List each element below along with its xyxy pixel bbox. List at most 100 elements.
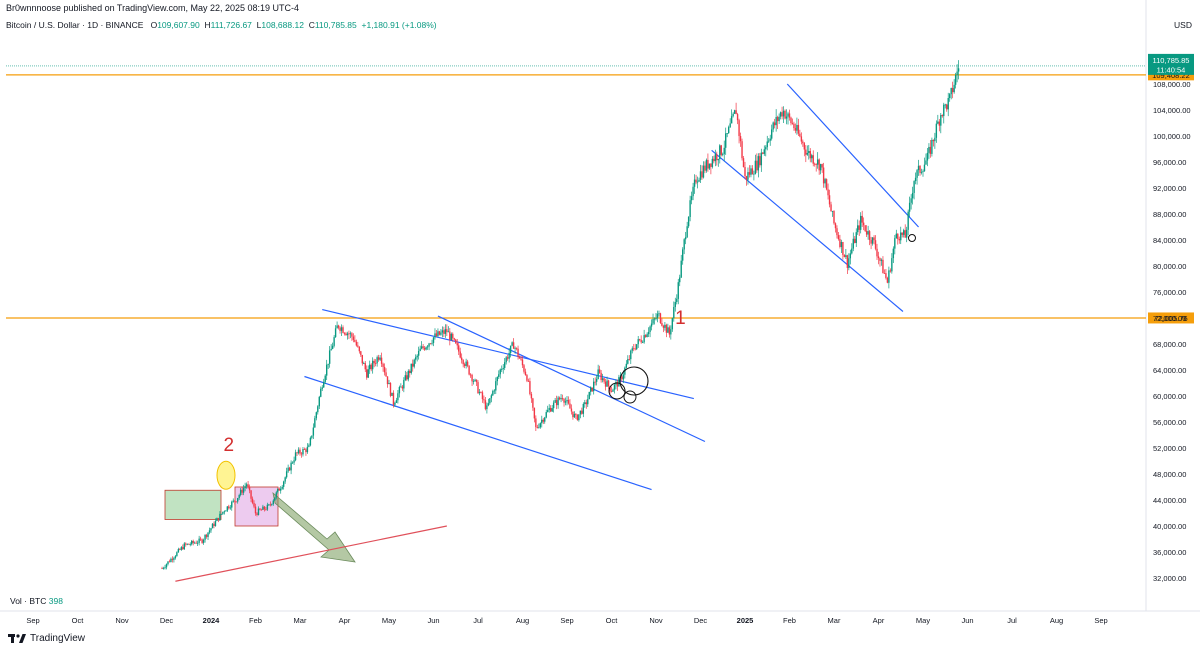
candle-body: [634, 348, 636, 350]
y-tick-label: 60,000.00: [1153, 392, 1186, 401]
candle-body: [208, 530, 211, 533]
candle-body: [450, 333, 452, 341]
candle-body: [631, 348, 633, 351]
ohlc-low: L108,688.12: [256, 20, 304, 30]
candle-body: [871, 237, 874, 244]
candle-body: [508, 352, 510, 359]
candle-body: [756, 160, 758, 171]
candle-body: [673, 306, 675, 319]
candle-body: [802, 141, 804, 144]
candle-body: [693, 179, 696, 187]
candle-body: [382, 363, 384, 367]
candle-body: [674, 301, 676, 307]
candle-body: [711, 158, 714, 167]
candle-body: [708, 163, 711, 169]
candle-body: [415, 357, 417, 360]
candle-body: [582, 403, 585, 414]
candle-body: [161, 568, 163, 570]
candle-body: [741, 141, 743, 159]
candle-body: [882, 259, 884, 274]
candle-body: [563, 399, 565, 403]
candle-body: [726, 133, 728, 135]
candle-body: [720, 145, 722, 155]
x-tick-label: Jul: [1007, 616, 1017, 625]
candle-body: [895, 233, 897, 239]
candle-body: [548, 407, 550, 410]
candle-body: [287, 467, 289, 472]
candle-body: [781, 112, 783, 117]
candle-body: [892, 248, 895, 259]
candle-body: [920, 171, 923, 173]
volume-value: 398: [48, 596, 63, 606]
candle-body: [713, 158, 715, 162]
candle-body: [256, 513, 258, 515]
candle-body: [484, 400, 487, 410]
candle-body: [512, 342, 515, 349]
candlestick-series: [161, 60, 960, 570]
candle-body: [879, 258, 881, 261]
candle-body: [947, 98, 949, 110]
candle-body: [855, 232, 857, 243]
candle-body: [793, 123, 795, 129]
candle-body: [299, 449, 301, 454]
x-tick-label: Oct: [72, 616, 85, 625]
candle-body: [401, 386, 404, 389]
candle-body: [934, 137, 936, 142]
candle-body: [901, 232, 903, 235]
candle-body: [695, 179, 697, 183]
candle-body: [220, 513, 223, 515]
candle-body: [916, 170, 918, 178]
candle-body: [601, 378, 604, 381]
candle-body: [736, 114, 739, 121]
currency-label[interactable]: USD: [1174, 20, 1192, 30]
candle-body: [277, 488, 279, 493]
candle-body: [426, 346, 429, 348]
candle-body: [456, 343, 458, 346]
y-tick-label: 84,000.00: [1153, 236, 1186, 245]
projection-arrow: [272, 491, 356, 563]
candle-body: [581, 410, 583, 414]
candle-body: [891, 258, 893, 272]
candle-body: [953, 84, 955, 93]
x-tick-label: Sep: [1094, 616, 1107, 625]
x-tick-label: Apr: [339, 616, 351, 625]
candle-body: [644, 335, 647, 338]
candle-body: [446, 329, 448, 333]
candle-body: [192, 540, 194, 543]
candle-body: [371, 360, 374, 370]
candle-body: [940, 115, 942, 126]
channel-line: [786, 83, 919, 228]
candle-body: [808, 150, 810, 153]
x-tick-label: Dec: [160, 616, 174, 625]
candle-body: [883, 273, 886, 274]
candle-body: [667, 327, 669, 333]
candle-body: [655, 318, 657, 320]
candle-body: [944, 104, 946, 106]
horizontal-level-label: 72,005.76: [1154, 314, 1187, 323]
candle-body: [609, 386, 611, 392]
candle-body: [791, 123, 794, 124]
candle-body: [241, 489, 243, 493]
candle-body: [598, 369, 601, 373]
candle-body: [641, 342, 644, 344]
breakout-circle-small: [623, 390, 637, 404]
candle-body: [668, 327, 671, 335]
candle-body: [429, 343, 432, 345]
tradingview-brand[interactable]: TradingView: [8, 633, 85, 644]
candle-body: [324, 375, 326, 382]
candle-body: [360, 351, 362, 355]
candle-body: [922, 171, 924, 172]
candle-body: [907, 211, 909, 230]
candle-body: [618, 377, 620, 387]
candle-body: [238, 494, 240, 498]
candle-body: [705, 159, 708, 171]
ohlc-close: C110,785.85: [308, 20, 357, 30]
candle-body: [394, 402, 396, 405]
y-tick-label: 92,000.00: [1153, 184, 1186, 193]
publisher-line: Br0wnnnoose published on TradingView.com…: [6, 3, 300, 13]
candle-body: [624, 367, 626, 375]
candle-body: [244, 486, 246, 489]
candle-body: [603, 378, 605, 382]
